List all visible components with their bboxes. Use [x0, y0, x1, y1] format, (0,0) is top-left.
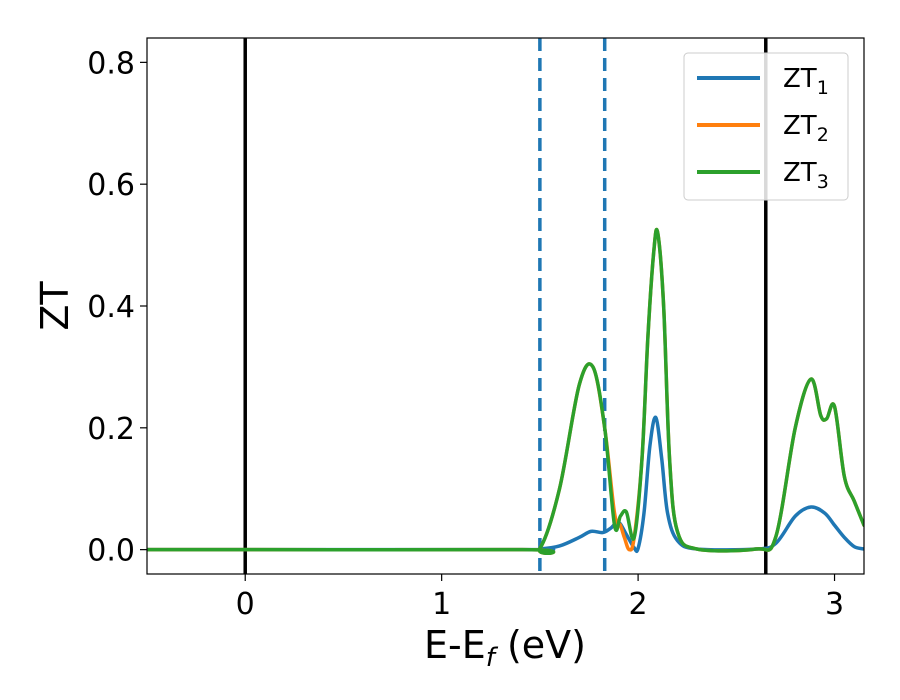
y-tick-label: 0.6 [87, 168, 135, 203]
x-tick-label: 2 [629, 587, 648, 622]
legend-label-zt2: ZT2 [783, 111, 829, 146]
y-tick-label: 0.2 [87, 412, 135, 447]
y-tick-label: 0.4 [87, 290, 135, 325]
series-line-zt1 [147, 415, 864, 554]
legend-label-zt3: ZT3 [783, 158, 829, 193]
series-line-zt3 [147, 227, 864, 555]
x-tick-label: 3 [825, 587, 844, 622]
legend-label-zt1: ZT1 [783, 64, 829, 99]
y-tick-label: 0.0 [87, 534, 135, 569]
legend-box [683, 52, 849, 201]
y-axis-label: ZT [33, 281, 77, 331]
axis-ticks: 0 1 2 3 0.0 0.2 0.4 0.6 0.8 [87, 46, 844, 622]
legend: ZT1 ZT2 ZT3 [683, 52, 849, 201]
series-lines [147, 227, 864, 555]
series-line-zt2 [147, 227, 864, 555]
x-tick-label: 0 [236, 587, 255, 622]
y-tick-label: 0.8 [87, 46, 135, 81]
x-tick-label: 1 [432, 587, 451, 622]
x-axis-label: E-Ef (eV) [424, 623, 586, 673]
